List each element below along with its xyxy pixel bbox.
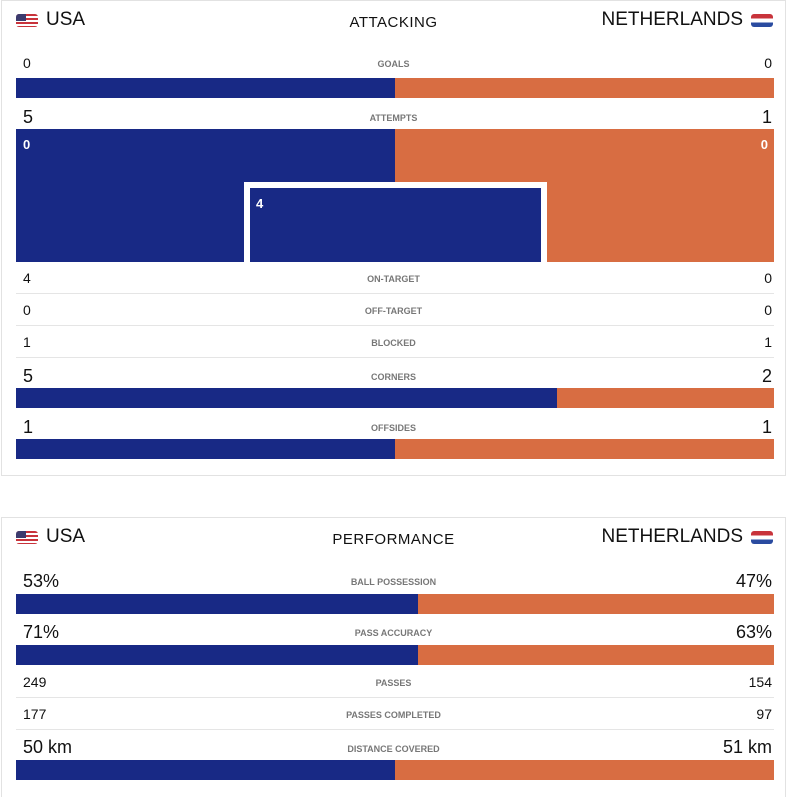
pass-accuracy-away: 63% [735, 622, 772, 642]
possession-away: 47% [735, 571, 772, 591]
section-title: ATTACKING [349, 14, 438, 31]
corners-bar-home [16, 388, 558, 408]
pass-accuracy-bar [16, 645, 774, 665]
pass-accuracy-label: PASS ACCURACY [354, 628, 433, 638]
goals-away: 0 [764, 55, 772, 71]
blocked-label: BLOCKED [371, 338, 416, 348]
passes-away: 154 [748, 674, 772, 690]
divider [16, 325, 774, 326]
possession-bar [16, 594, 774, 614]
attempts-graphic: 0 0 4 [16, 129, 774, 262]
offsides-bar-home [16, 439, 395, 459]
performance-card: USA PERFORMANCE NETHERLANDS 53% BALL POS… [1, 517, 786, 797]
netherlands-flag-icon [751, 530, 773, 544]
divider [16, 293, 774, 294]
distance-bar-home [16, 760, 395, 780]
away-outside-value: 0 [760, 137, 768, 152]
offsides-label: OFFSIDES [370, 423, 416, 433]
distance-home: 50 km [23, 737, 73, 757]
home-on-goal-value: 4 [256, 196, 264, 211]
on-target-label: ON-TARGET [367, 274, 420, 284]
attacking-card: USA ATTACKING NETHERLANDS 0 GOALS 0 5 AT… [1, 0, 786, 476]
home-team: USA [16, 526, 85, 548]
passes-completed-home: 177 [23, 706, 47, 722]
offsides-home: 1 [23, 417, 34, 437]
distance-label: DISTANCE COVERED [347, 744, 440, 754]
pass-accuracy-home: 71% [23, 622, 60, 642]
passes-home: 249 [23, 674, 47, 690]
corners-home: 5 [23, 366, 34, 386]
blocked-away: 1 [764, 334, 772, 350]
off-target-away: 0 [764, 302, 772, 318]
home-team: USA [16, 9, 85, 31]
offsides-away: 1 [761, 417, 772, 437]
corners-bar [16, 388, 774, 408]
home-outside-value: 0 [23, 137, 31, 152]
off-target-home: 0 [23, 302, 31, 318]
passes-label: PASSES [375, 678, 412, 688]
possession-label: BALL POSSESSION [350, 577, 437, 587]
goals-bar-home [16, 78, 395, 98]
possession-home: 53% [23, 571, 60, 591]
away-team: NETHERLANDS [602, 526, 773, 548]
away-team: NETHERLANDS [602, 9, 773, 31]
corners-away: 2 [761, 366, 772, 386]
attempts-home: 5 [23, 107, 34, 127]
on-target-home: 4 [23, 270, 31, 286]
goal-frame: 4 [244, 182, 547, 262]
offsides-bar [16, 439, 774, 459]
goals-home: 0 [23, 55, 31, 71]
distance-away: 51 km [722, 737, 772, 757]
home-team-name: USA [46, 526, 86, 547]
blocked-home: 1 [23, 334, 31, 350]
divider [16, 357, 774, 358]
netherlands-flag-icon [751, 13, 773, 27]
off-target-label: OFF-TARGET [364, 306, 423, 316]
distance-bar [16, 760, 774, 780]
goals-bar [16, 78, 774, 98]
possession-bar-home [16, 594, 418, 614]
attempts-label: ATTEMPTS [369, 113, 418, 123]
goals-label: GOALS [377, 59, 410, 69]
usa-flag-icon [16, 13, 38, 27]
away-team-name: NETHERLANDS [601, 9, 743, 30]
corners-label: CORNERS [370, 372, 416, 382]
section-title: PERFORMANCE [332, 531, 455, 548]
away-team-name: NETHERLANDS [601, 526, 743, 547]
divider [16, 729, 774, 730]
on-target-away: 0 [764, 270, 772, 286]
usa-flag-icon [16, 530, 38, 544]
home-team-name: USA [46, 9, 86, 30]
attempts-away: 1 [761, 107, 772, 127]
passes-completed-away: 97 [756, 706, 772, 722]
pass-accuracy-bar-home [16, 645, 418, 665]
passes-completed-label: PASSES COMPLETED [346, 710, 441, 720]
divider [16, 697, 774, 698]
